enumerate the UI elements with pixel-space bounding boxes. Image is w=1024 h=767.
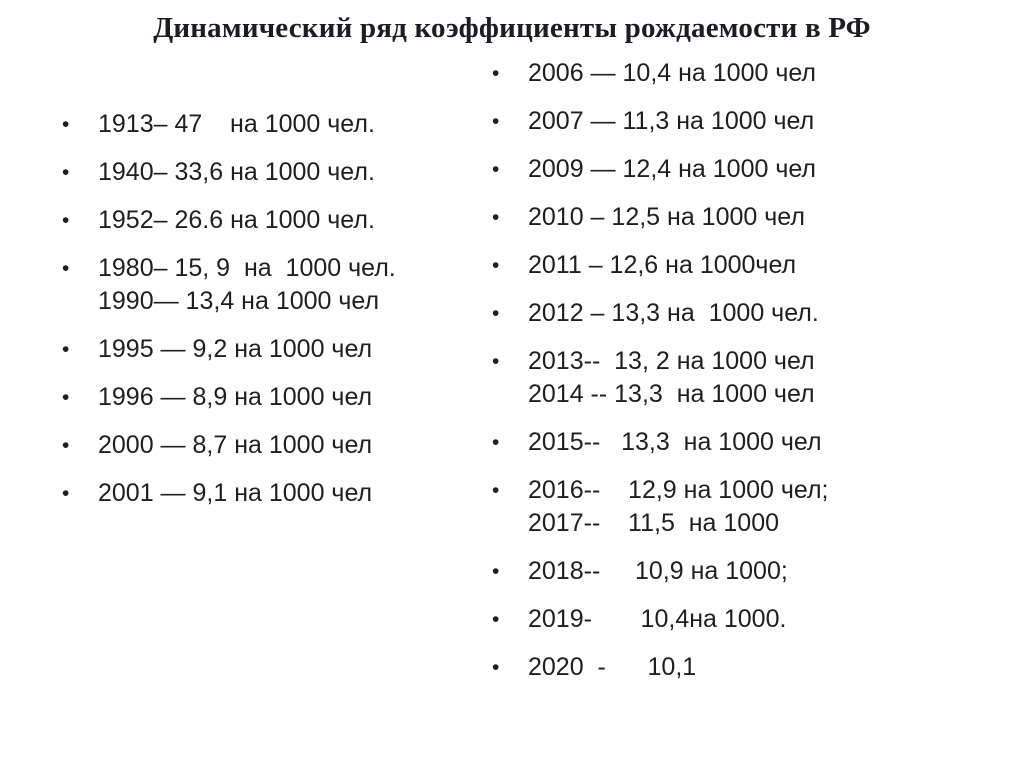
list-item-text: 2001 — 9,1 на 1000 чел bbox=[98, 479, 373, 507]
list-item: • 2018-- 10,9 на 1000; bbox=[492, 555, 1012, 588]
bullet: • bbox=[62, 434, 70, 457]
bullet: • bbox=[492, 206, 500, 229]
list-item-text: 1980– 15, 9 на 1000 чел. 1990— 13,4 на 1… bbox=[98, 254, 396, 315]
list-item: • 2011 – 12,6 на 1000чел bbox=[492, 249, 1012, 282]
list-item-text: 2006 — 10,4 на 1000 чел bbox=[528, 59, 817, 87]
list-item: • 1996 — 8,9 на 1000 чел bbox=[62, 381, 487, 414]
list-item: • 2015-- 13,3 на 1000 чел bbox=[492, 426, 1012, 459]
list-item-text: 2015-- 13,3 на 1000 чел bbox=[528, 428, 822, 456]
bullet: • bbox=[492, 560, 500, 583]
list-item: • 1940– 33,6 на 1000 чел. bbox=[62, 156, 487, 189]
list-item-text: 1940– 33,6 на 1000 чел. bbox=[98, 158, 375, 186]
list-item-text: 2010 – 12,5 на 1000 чел bbox=[528, 203, 805, 231]
list-item-text: 1996 — 8,9 на 1000 чел bbox=[98, 383, 373, 411]
list-item-text: 2012 – 13,3 на 1000 чел. bbox=[528, 299, 819, 327]
list-item-text: 2007 — 11,3 на 1000 чел bbox=[528, 107, 815, 135]
bullet: • bbox=[492, 110, 500, 133]
list-item-text: 2016-- 12,9 на 1000 чел; 2017-- 11,5 на … bbox=[528, 476, 829, 537]
bullet: • bbox=[492, 62, 500, 85]
slide-title: Динамический ряд коэффициенты рождаемост… bbox=[153, 12, 871, 44]
bullet: • bbox=[62, 338, 70, 361]
bullet: • bbox=[62, 482, 70, 505]
bullet: • bbox=[492, 608, 500, 631]
list-item: • 2013-- 13, 2 на 1000 чел 2014 -- 13,3 … bbox=[492, 345, 1012, 411]
list-item-text: 2018-- 10,9 на 1000; bbox=[528, 557, 788, 585]
bullet: • bbox=[492, 431, 500, 454]
list-item: • 2010 – 12,5 на 1000 чел bbox=[492, 201, 1012, 234]
list-item: • 2000 — 8,7 на 1000 чел bbox=[62, 429, 487, 462]
list-item-text: 2013-- 13, 2 на 1000 чел 2014 -- 13,3 на… bbox=[528, 347, 815, 408]
bullet: • bbox=[62, 209, 70, 232]
list-item-text: 2009 — 12,4 на 1000 чел bbox=[528, 155, 817, 183]
list-item-text: 2000 — 8,7 на 1000 чел bbox=[98, 431, 373, 459]
list-item: • 1913– 47 на 1000 чел. bbox=[62, 108, 487, 141]
list-item: • 2012 – 13,3 на 1000 чел. bbox=[492, 297, 1012, 330]
list-item: • 1980– 15, 9 на 1000 чел. 1990— 13,4 на… bbox=[62, 252, 487, 318]
bullet: • bbox=[492, 479, 500, 502]
bullet: • bbox=[492, 350, 500, 373]
list-item: • 1952– 26.6 на 1000 чел. bbox=[62, 204, 487, 237]
list-item: • 2019- 10,4на 1000. bbox=[492, 603, 1012, 636]
list-item: • 2001 — 9,1 на 1000 чел bbox=[62, 477, 487, 510]
list-item-text: 1913– 47 на 1000 чел. bbox=[98, 110, 375, 138]
bullet: • bbox=[492, 158, 500, 181]
list-item: • 2016-- 12,9 на 1000 чел; 2017-- 11,5 н… bbox=[492, 474, 1012, 540]
list-item-text: 2019- 10,4на 1000. bbox=[528, 605, 787, 633]
list-item-text: 1952– 26.6 на 1000 чел. bbox=[98, 206, 375, 234]
bullet: • bbox=[492, 254, 500, 277]
list-item: • 2007 — 11,3 на 1000 чел bbox=[492, 105, 1012, 138]
left-column: • 1913– 47 на 1000 чел. • 1940– 33,6 на … bbox=[62, 108, 487, 525]
list-item: • 2020 - 10,1 bbox=[492, 651, 1012, 684]
list-item-text: 1995 — 9,2 на 1000 чел bbox=[98, 335, 373, 363]
list-item-text: 2011 – 12,6 на 1000чел bbox=[528, 251, 797, 279]
bullet: • bbox=[62, 386, 70, 409]
bullet: • bbox=[62, 113, 70, 136]
right-column: • 2006 — 10,4 на 1000 чел • 2007 — 11,3 … bbox=[492, 57, 1012, 699]
bullet: • bbox=[492, 302, 500, 325]
bullet: • bbox=[62, 161, 70, 184]
list-item: • 2006 — 10,4 на 1000 чел bbox=[492, 57, 1012, 90]
bullet: • bbox=[492, 656, 500, 679]
list-item: • 1995 — 9,2 на 1000 чел bbox=[62, 333, 487, 366]
list-item: • 2009 — 12,4 на 1000 чел bbox=[492, 153, 1012, 186]
list-item-text: 2020 - 10,1 bbox=[528, 653, 697, 681]
bullet: • bbox=[62, 257, 70, 280]
